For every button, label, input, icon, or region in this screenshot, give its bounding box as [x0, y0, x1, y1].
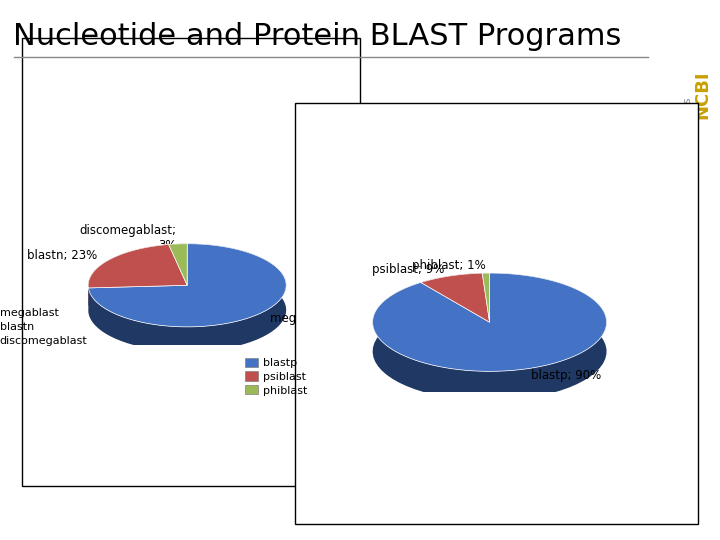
- Text: NCBI: NCBI: [693, 70, 711, 119]
- Legend: blastp, psiblast, phiblast: blastp, psiblast, phiblast: [240, 353, 312, 400]
- Legend: megablast, blastn, discomegablast: megablast, blastn, discomegablast: [0, 303, 91, 350]
- Polygon shape: [89, 244, 286, 352]
- Polygon shape: [420, 273, 482, 312]
- Text: discomegablast;
3%: discomegablast; 3%: [79, 224, 179, 252]
- Polygon shape: [420, 273, 490, 322]
- Text: psiblast; 9%: psiblast; 9%: [372, 262, 444, 275]
- Text: Nucleotide and Protein BLAST Programs: Nucleotide and Protein BLAST Programs: [13, 22, 621, 51]
- Text: Public Services: Public Services: [683, 97, 693, 176]
- Polygon shape: [482, 273, 490, 302]
- Polygon shape: [168, 244, 187, 269]
- Polygon shape: [89, 244, 286, 327]
- Polygon shape: [168, 244, 187, 285]
- Text: megablast; 74%: megablast; 74%: [270, 312, 366, 325]
- Polygon shape: [89, 245, 168, 313]
- Polygon shape: [89, 245, 187, 288]
- Polygon shape: [373, 273, 606, 401]
- Text: phiblast; 1%: phiblast; 1%: [412, 259, 485, 279]
- Text: blastp; 90%: blastp; 90%: [531, 369, 601, 382]
- Polygon shape: [373, 273, 606, 372]
- Text: blastn; 23%: blastn; 23%: [27, 249, 97, 262]
- Polygon shape: [482, 273, 490, 322]
